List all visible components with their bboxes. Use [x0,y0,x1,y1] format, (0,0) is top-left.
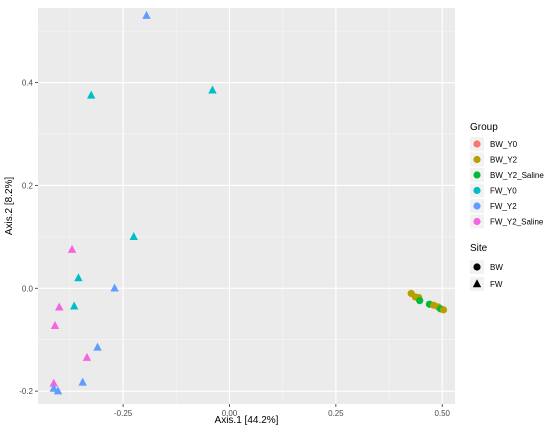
data-point-fw [93,342,102,351]
x-tick-label: -0.25 [114,409,133,418]
legend-label-fw: FW [490,280,503,289]
minor-gridlines [38,8,455,404]
data-point-fw [55,302,64,311]
data-point-fw [110,283,119,292]
triangle-icon [472,279,482,288]
data-point-fw [49,383,58,392]
legend-key-dot [473,186,481,195]
legend-key-dot [473,217,481,226]
y-tick-label: -0.2 [19,387,33,396]
legend-key-dot [473,202,481,210]
data-point-fw [69,301,79,310]
y-tick-label: 0.4 [22,79,34,88]
data-point-bw [416,297,424,305]
legend-key-dot [473,140,481,148]
legend-key-dot [473,155,481,164]
data-point-fw [67,244,77,253]
x-tick-label: 0.00 [222,409,238,418]
shape-legend-title: Site [470,243,488,254]
major-gridlines [38,8,455,404]
data-point-fw [78,377,87,386]
legend-key-dot [473,171,481,179]
data-point-fw [86,90,96,99]
x-tick-label: 0.25 [328,409,344,418]
shape-legend: Site BW FW [470,243,503,291]
y-axis-title: Axis.2 [8.2%] [4,177,15,236]
x-axis-ticks: -0.25 0.00 0.25 0.50 [114,404,451,418]
data-point-fw [50,321,60,330]
legend-label-fw-y2: FW_Y2 [490,202,517,211]
legend-label-bw-y2-saline: BW_Y2_Saline [490,171,544,180]
color-legend-title: Group [470,122,498,133]
legend-label-fw-y2-saline: FW_Y2_Saline [490,218,544,227]
data-point-bw [439,306,448,314]
data-point-fw [53,386,63,395]
color-legend: Group BW_Y0 BW_Y2 BW_Y2_Saline FW_Y0 FW_Y2 FW… [470,122,544,229]
x-axis-title: Axis.1 [44.2%] [215,415,279,426]
data-points [49,10,448,395]
legend-label-bw-y0: BW_Y0 [490,140,518,149]
plot-panel [38,8,455,404]
data-point-fw [74,273,83,282]
data-point-fw [129,232,138,241]
data-point-fw [142,10,151,19]
y-tick-label: 0.0 [22,284,34,293]
y-axis-ticks: -0.2 0.0 0.2 0.4 [19,79,38,396]
data-point-fw [49,378,58,387]
y-tick-label: 0.2 [22,181,34,190]
data-point-fw [82,352,92,361]
data-point-fw [208,85,217,94]
legend-label-bw-y2: BW_Y2 [490,156,518,165]
x-tick-label: 0.50 [434,409,450,418]
circle-icon [473,263,481,271]
legend-label-fw-y0: FW_Y0 [490,187,517,196]
legend-label-bw: BW [490,263,503,272]
